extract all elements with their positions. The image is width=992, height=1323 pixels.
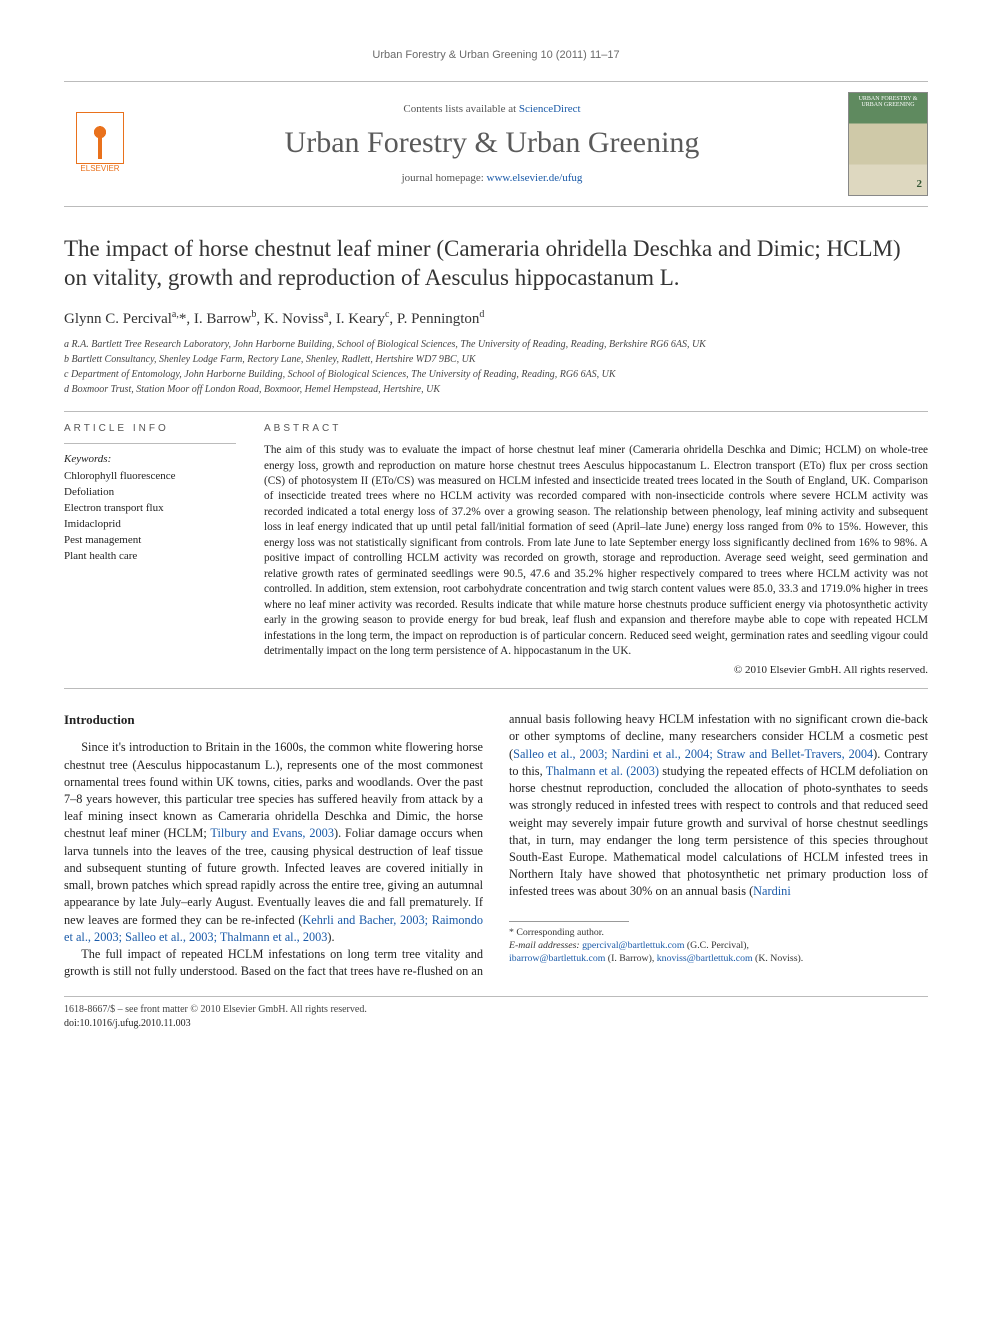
elsevier-logo: ELSEVIER [64,102,136,186]
footnotes: * Corresponding author. E-mail addresses… [509,926,928,966]
cover-issue: 2 [917,177,923,192]
affiliation: c Department of Entomology, John Harborn… [64,368,928,382]
section-head-introduction: Introduction [64,711,483,729]
divider [64,688,928,689]
elsevier-label: ELSEVIER [80,164,119,175]
homepage-prefix: journal homepage: [402,172,487,184]
sciencedirect-link[interactable]: ScienceDirect [519,103,581,115]
page-footer: 1618-8667/$ – see front matter © 2010 El… [64,1003,928,1030]
affiliation: d Boxmoor Trust, Station Moor off London… [64,383,928,397]
citation-link[interactable]: Salleo et al., 2003; Nardini et al., 200… [513,747,873,761]
keyword: Defoliation [64,485,236,501]
affiliations: a R.A. Bartlett Tree Research Laboratory… [64,338,928,397]
body-paragraph: Since it's introduction to Britain in th… [64,739,483,945]
authors: Glynn C. Percivala,*, I. Barrowb, K. Nov… [64,308,928,329]
running-head: Urban Forestry & Urban Greening 10 (2011… [64,48,928,63]
doi: doi:10.1016/j.ufug.2010.11.003 [64,1017,928,1031]
body-text: ). [327,930,334,944]
masthead: ELSEVIER Contents lists available at Sci… [64,81,928,207]
email-who: (K. Noviss). [753,953,804,964]
article-info-head: ARTICLE INFO [64,422,236,436]
email-who: (G.C. Percival), [684,940,748,951]
abstract-column: ABSTRACT The aim of this study was to ev… [264,422,928,679]
abstract-text: The aim of this study was to evaluate th… [264,443,928,659]
keyword: Chlorophyll fluorescence [64,469,236,485]
contents-prefix: Contents lists available at [403,103,518,115]
divider [64,996,928,997]
email-label: E-mail addresses: [509,940,582,951]
contents-line: Contents lists available at ScienceDirec… [150,102,834,117]
keywords-list: Chlorophyll fluorescence Defoliation Ele… [64,469,236,565]
body-columns: Introduction Since it's introduction to … [64,711,928,980]
journal-cover-thumb: URBAN FORESTRY & URBAN GREENING 2 [848,92,928,196]
page: Urban Forestry & Urban Greening 10 (2011… [0,0,992,1070]
masthead-center: Contents lists available at ScienceDirec… [150,102,834,186]
abstract-copyright: © 2010 Elsevier GmbH. All rights reserve… [264,663,928,678]
keywords-label: Keywords: [64,452,236,467]
email-addresses: E-mail addresses: gpercival@bartlettuk.c… [509,939,928,965]
footnote-rule [509,921,629,922]
email-link[interactable]: gpercival@bartlettuk.com [582,940,684,951]
body-text: studying the repeated effects of HCLM de… [509,764,928,898]
abstract-head: ABSTRACT [264,422,928,436]
homepage-line: journal homepage: www.elsevier.de/ufug [150,171,834,186]
issn-line: 1618-8667/$ – see front matter © 2010 El… [64,1003,928,1017]
email-link[interactable]: ibarrow@bartlettuk.com [509,953,605,964]
body-text: ). Foliar damage occurs when larva tunne… [64,826,483,926]
info-abstract-row: ARTICLE INFO Keywords: Chlorophyll fluor… [64,422,928,679]
email-who: (I. Barrow), [605,953,656,964]
citation-link[interactable]: Thalmann et al. (2003) [546,764,659,778]
affiliation: b Bartlett Consultancy, Shenley Lodge Fa… [64,353,928,367]
corresponding-author: * Corresponding author. [509,926,928,939]
cover-label: URBAN FORESTRY & URBAN GREENING [852,96,924,108]
divider [64,411,928,412]
homepage-link[interactable]: www.elsevier.de/ufug [487,172,583,184]
article-info-column: ARTICLE INFO Keywords: Chlorophyll fluor… [64,422,236,679]
keyword: Plant health care [64,549,236,565]
journal-name: Urban Forestry & Urban Greening [150,123,834,164]
keyword: Pest management [64,533,236,549]
affiliation: a R.A. Bartlett Tree Research Laboratory… [64,338,928,352]
email-link[interactable]: knoviss@bartlettuk.com [657,953,753,964]
elsevier-tree-icon [76,112,124,164]
keyword: Electron transport flux [64,501,236,517]
divider [64,443,236,444]
citation-link[interactable]: Tilbury and Evans, 2003 [210,826,334,840]
article-title: The impact of horse chestnut leaf miner … [64,235,928,293]
keyword: Imidacloprid [64,517,236,533]
citation-link[interactable]: Nardini [753,884,791,898]
